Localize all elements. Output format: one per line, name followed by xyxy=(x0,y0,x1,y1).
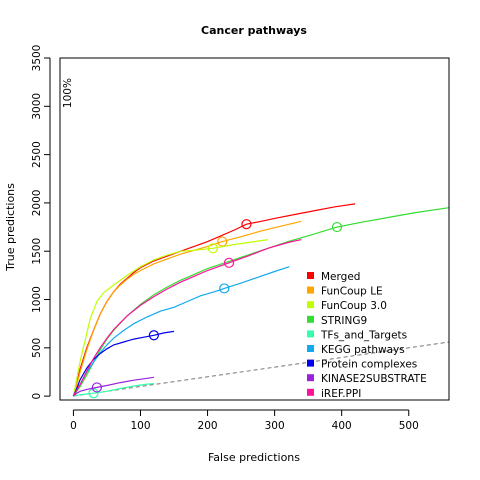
series-line-merged xyxy=(72,203,356,397)
y-tick-label: 0 xyxy=(31,393,43,400)
series-line-tfs-and-targets xyxy=(73,383,154,397)
legend-swatch-kinase2substrate xyxy=(307,374,314,382)
x-tick-label: 100 xyxy=(130,420,150,432)
x-tick-label: 500 xyxy=(399,420,419,432)
x-axis-label: False predictions xyxy=(208,451,300,464)
y-tick-label: 2000 xyxy=(31,190,43,217)
y-tick-label: 3500 xyxy=(31,45,43,72)
legend-label-iref-ppi: iREF.PPI xyxy=(321,388,361,400)
legend-label-kinase2substrate: KINASE2SUBSTRATE xyxy=(321,373,427,385)
series-line-funcoup-le xyxy=(72,220,302,397)
legend-swatch-iref-ppi xyxy=(307,388,314,396)
series-line-iref-ppi xyxy=(72,239,302,397)
series-marker-tfs-and-targets xyxy=(88,388,99,399)
series-line-kegg-pathways xyxy=(72,266,290,397)
legend-swatch-tfs-and-targets xyxy=(307,330,314,338)
series-marker-iref-ppi xyxy=(223,257,235,268)
reference-line xyxy=(73,341,449,397)
legend-swatch-protein-complexes xyxy=(307,359,314,367)
y-tick-label: 1500 xyxy=(31,238,43,265)
legend-label-kegg-pathways: KEGG pathways xyxy=(321,344,405,356)
x-tick-label: 200 xyxy=(198,420,218,432)
y-tick-label: 500 xyxy=(31,338,43,358)
legend-label-tfs-and-targets: TFs_and_Targets xyxy=(320,329,407,341)
chart-title: Cancer pathways xyxy=(201,24,307,37)
series-marker-merged xyxy=(241,219,252,230)
plot-frame xyxy=(59,57,450,401)
y-tick-label: 1000 xyxy=(31,286,43,313)
series-line-protein-complexes xyxy=(72,330,175,397)
legend-swatch-merged xyxy=(307,272,314,279)
legend-label-string9: STRING9 xyxy=(321,315,367,327)
y-tick-label: 3000 xyxy=(31,93,43,120)
legend-label-merged: Merged xyxy=(321,271,360,283)
legend-swatch-kegg-pathways xyxy=(307,345,314,352)
legend-label-protein-complexes: Protein complexes xyxy=(321,359,417,371)
series-line-kinase2substrate xyxy=(73,376,154,397)
series-line-funcoup-3-0 xyxy=(72,239,268,397)
legend-label-funcoup-3-0: FunCoup 3.0 xyxy=(321,300,387,312)
series-marker-string9 xyxy=(331,221,343,233)
x-tick-label: 300 xyxy=(265,420,285,432)
legend: Merged FunCoup LE FunCoup 3.0 STRING9 TFs_an… xyxy=(307,271,427,400)
legend-swatch-funcoup-3-0 xyxy=(307,301,314,309)
legend-swatch-string9 xyxy=(307,315,314,323)
series-marker-kinase2substrate xyxy=(91,382,102,393)
x-tick-label: 400 xyxy=(332,420,352,432)
series-marker-protein-complexes xyxy=(148,330,159,341)
y-axis-label: True predictions xyxy=(4,183,17,272)
legend-swatch-funcoup-le xyxy=(307,286,314,294)
series-marker-kegg-pathways xyxy=(219,283,230,294)
annotation-100-percent: 100% xyxy=(62,78,74,108)
legend-label-funcoup-le: FunCoup LE xyxy=(321,286,383,298)
y-tick-label: 2500 xyxy=(31,141,43,168)
plot-area: 100% xyxy=(62,78,449,399)
series-marker-funcoup-3-0 xyxy=(207,243,219,254)
x-tick-label: 0 xyxy=(70,420,77,432)
axes: 0 100 200 300 400 500 0 500 1000 1500 2000 2500 3000… xyxy=(31,45,450,432)
